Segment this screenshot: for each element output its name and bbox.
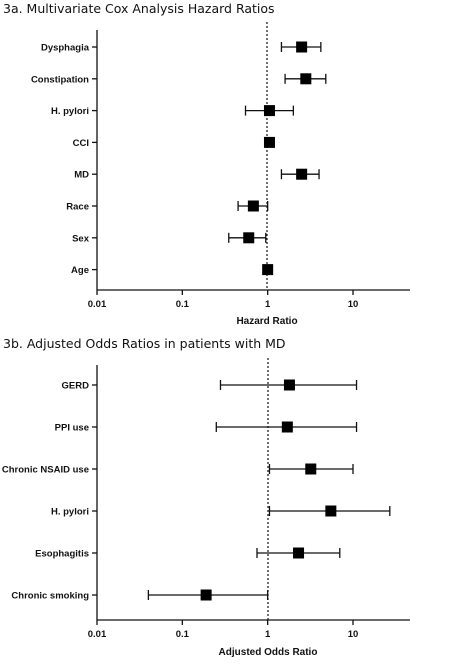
category-label: Chronic NSAID use	[2, 465, 89, 476]
category-label: H. pylori	[51, 106, 89, 117]
point-estimate	[200, 589, 212, 601]
point-estimate	[281, 421, 293, 433]
forest-panel-hazard-ratios: 3a. Multivariate Cox Analysis Hazard Rat…	[3, 1, 410, 327]
x-axis-title: Adjusted Odds Ratio	[219, 647, 318, 658]
panel-title: 3a. Multivariate Cox Analysis Hazard Rat…	[3, 1, 275, 16]
point-estimate	[296, 41, 308, 53]
category-label: H. pylori	[51, 507, 89, 518]
category-label: MD	[74, 170, 89, 181]
point-estimate	[283, 379, 295, 391]
forest-marks: 0.01 0.1 1 10 Dysphagia Constipation H. pylori…	[31, 41, 359, 310]
x-tick-label: 0.1	[176, 299, 190, 310]
x-axis-title: Hazard Ratio	[236, 316, 297, 327]
point-estimate	[305, 463, 317, 475]
x-tick-label: 1	[265, 299, 271, 310]
category-label: PPI use	[55, 423, 89, 434]
point-estimate	[263, 105, 275, 117]
category-label: Sex	[72, 233, 90, 244]
point-estimate	[325, 505, 337, 517]
x-tick-label: 0.01	[88, 629, 107, 640]
category-label: CCI	[73, 138, 89, 149]
point-estimate	[263, 136, 275, 148]
point-estimate	[243, 232, 255, 244]
point-estimate	[293, 547, 305, 559]
point-estimate	[296, 168, 308, 180]
category-label: Constipation	[31, 74, 89, 85]
point-estimate	[247, 200, 259, 212]
panel-title: 3b. Adjusted Odds Ratios in patients wit…	[3, 336, 286, 351]
forest-panel-odds-ratios: 3b. Adjusted Odds Ratios in patients wit…	[2, 336, 410, 658]
category-label: Race	[66, 202, 89, 213]
category-label: GERD	[62, 381, 90, 392]
x-tick-label: 10	[348, 629, 359, 640]
category-label: Dysphagia	[41, 43, 90, 54]
category-label: Esophagitis	[35, 549, 89, 560]
category-label: Chronic smoking	[11, 591, 89, 602]
x-tick-label: 0.1	[176, 629, 190, 640]
x-tick-label: 0.01	[88, 299, 107, 310]
forest-marks: 0.01 0.1 1 10 GERD PPI use Chronic NSAID use H.…	[2, 379, 391, 640]
category-label: Age	[71, 265, 89, 276]
point-estimate	[262, 264, 274, 276]
x-tick-label: 1	[265, 629, 271, 640]
x-tick-label: 10	[348, 299, 359, 310]
point-estimate	[300, 73, 312, 85]
